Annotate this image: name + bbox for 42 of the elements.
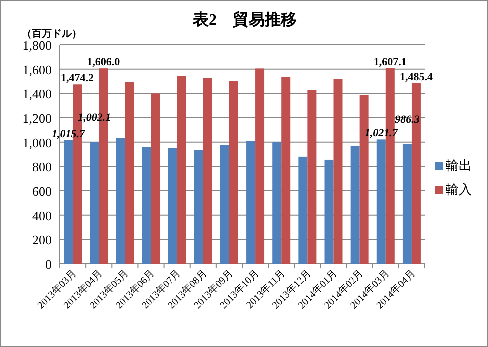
y-tick-label: 1,200	[22, 111, 52, 126]
data-label: 1,485.4	[400, 71, 434, 84]
y-tick-label: 400	[32, 208, 52, 224]
bar	[402, 144, 412, 264]
bar	[282, 77, 291, 264]
bar	[203, 78, 212, 264]
bar	[142, 147, 152, 264]
legend-label: 輸出	[446, 158, 472, 173]
y-tick-label: 1,400	[22, 86, 52, 102]
data-label: 1,474.2	[61, 72, 95, 85]
bar	[168, 148, 178, 264]
bar	[116, 138, 126, 264]
y-tick-label: 800	[32, 160, 52, 175]
bar	[220, 145, 230, 264]
bar	[125, 82, 134, 264]
y-tick-label: 200	[32, 232, 52, 248]
y-tick-label: 1,000	[22, 135, 52, 150]
bar	[350, 146, 360, 264]
bar	[229, 82, 238, 264]
bar	[194, 150, 204, 264]
data-label: 1,002.1	[78, 112, 112, 124]
y-tick-label: 1,800	[22, 38, 52, 53]
bar	[376, 140, 386, 264]
y-tick-label: 1,600	[22, 62, 52, 78]
bar	[308, 90, 317, 264]
legend-label: 輸入	[446, 182, 472, 197]
bar	[246, 141, 256, 264]
chart-title: 表2 貿易推移	[192, 11, 297, 29]
data-label: 1,607.1	[374, 56, 407, 68]
bar	[334, 79, 343, 264]
bar	[256, 68, 265, 264]
y-tick-label: 0	[46, 257, 52, 272]
y-axis-title: （百万ドル）	[22, 29, 82, 40]
bar	[298, 156, 308, 264]
data-label: 1,606.0	[87, 56, 121, 69]
bar	[151, 94, 160, 264]
bar	[90, 142, 100, 264]
y-tick-label: 600	[32, 184, 52, 199]
bar	[177, 76, 186, 264]
bar	[324, 160, 334, 264]
bar	[272, 142, 282, 264]
bar	[64, 140, 74, 264]
